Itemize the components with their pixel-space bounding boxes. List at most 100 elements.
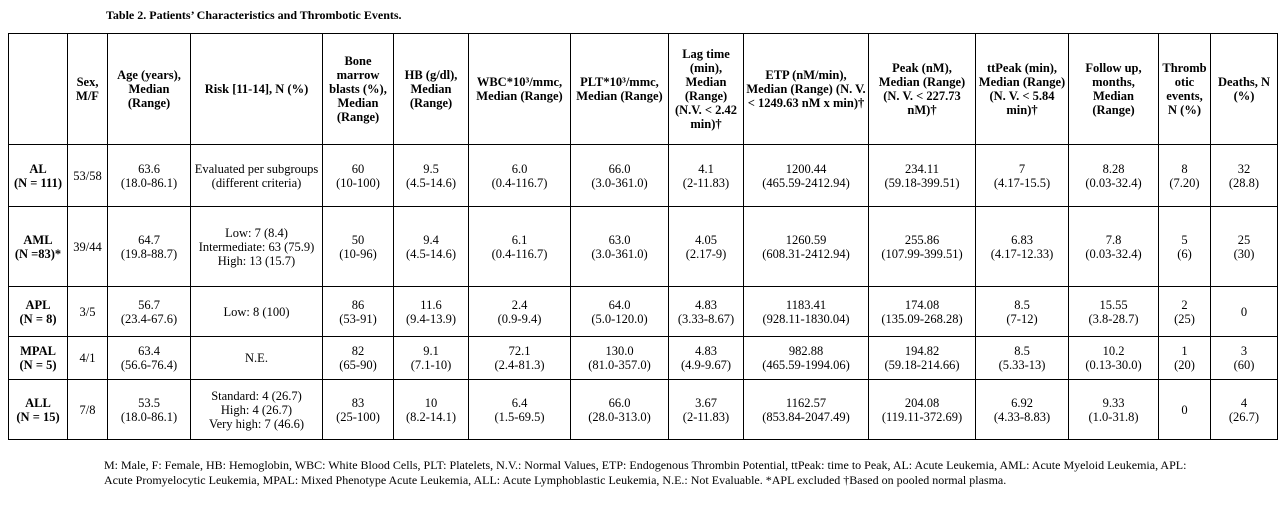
table-cell: 25 (30): [1210, 206, 1278, 287]
table-cell: 1183.41 (928.11-1830.04): [743, 286, 869, 337]
header-cell: Sex, M/F: [67, 33, 108, 145]
table-cell: 86 (53-91): [322, 286, 394, 337]
header-cell: Peak (nM), Median (Range) (N. V. < 227.7…: [868, 33, 976, 145]
table-cell: 234.11 (59.18-399.51): [868, 144, 976, 207]
table-cell: 83 (25-100): [322, 379, 394, 440]
table-cell: 9.33 (1.0-31.8): [1068, 379, 1159, 440]
table-cell: 63.0 (3.0-361.0): [570, 206, 669, 287]
header-cell: ttPeak (min), Median (Range) (N. V. < 5.…: [975, 33, 1069, 145]
table-cell: 66.0 (28.0-313.0): [570, 379, 669, 440]
table-cell: Evaluated per subgroups (different crite…: [190, 144, 323, 207]
table-cell: 1 (20): [1158, 336, 1211, 380]
table-cell: 4.83 (3.33-8.67): [668, 286, 744, 337]
header-cell: Deaths, N (%): [1210, 33, 1278, 145]
table-row: ALL (N = 15) 7/8 53.5 (18.0-86.1) Standard:…: [8, 379, 1278, 440]
table-cell: 4/1: [67, 336, 108, 380]
header-cell: Bone marrow blasts (%), Median (Range): [322, 33, 394, 145]
table-cell: 130.0 (81.0-357.0): [570, 336, 669, 380]
table-cell: 53/58: [67, 144, 108, 207]
table-cell: 15.55 (3.8-28.7): [1068, 286, 1159, 337]
table-cell: 8.28 (0.03-32.4): [1068, 144, 1159, 207]
table-cell: 7.8 (0.03-32.4): [1068, 206, 1159, 287]
row-label: ALL (N = 15): [8, 379, 68, 440]
table-cell: 3.67 (2-11.83): [668, 379, 744, 440]
table-title: Table 2. Patients’ Characteristics and T…: [106, 8, 402, 22]
table-cell: 194.82 (59.18-214.66): [868, 336, 976, 380]
table-cell: 11.6 (9.4-13.9): [393, 286, 469, 337]
table-cell: 9.1 (7.1-10): [393, 336, 469, 380]
row-label: AL (N = 111): [8, 144, 68, 207]
table-cell: 60 (10-100): [322, 144, 394, 207]
header-cell: HB (g/dl), Median (Range): [393, 33, 469, 145]
table-cell: 1260.59 (608.31-2412.94): [743, 206, 869, 287]
header-cell: Age (years), Median (Range): [107, 33, 191, 145]
row-label: MPAL (N = 5): [8, 336, 68, 380]
table-cell: 5 (6): [1158, 206, 1211, 287]
table-cell: 4.83 (4.9-9.67): [668, 336, 744, 380]
table-cell: 7 (4.17-15.5): [975, 144, 1069, 207]
header-cell: PLT*10³/mmc, Median (Range): [570, 33, 669, 145]
table-cell: 9.5 (4.5-14.6): [393, 144, 469, 207]
table-cell: 10 (8.2-14.1): [393, 379, 469, 440]
table-cell: 4.1 (2-11.83): [668, 144, 744, 207]
table-cell: 204.08 (119.11-372.69): [868, 379, 976, 440]
table-cell: 174.08 (135.09-268.28): [868, 286, 976, 337]
table-cell: 50 (10-96): [322, 206, 394, 287]
table-cell: 982.88 (465.59-1994.06): [743, 336, 869, 380]
table-cell: 4 (26.7): [1210, 379, 1278, 440]
header-cell: Follow up, months, Median (Range): [1068, 33, 1159, 145]
table-cell: 3/5: [67, 286, 108, 337]
table-cell: 6.4 (1.5-69.5): [468, 379, 571, 440]
table-cell: 8 (7.20): [1158, 144, 1211, 207]
header-row: Sex, M/F Age (years), Median (Range) Risk …: [8, 33, 1278, 145]
row-label: APL (N = 8): [8, 286, 68, 337]
table-cell: 6.92 (4.33-8.83): [975, 379, 1069, 440]
footnote: M: Male, F: Female, HB: Hemoglobin, WBC:…: [104, 458, 1187, 487]
table-cell: 255.86 (107.99-399.51): [868, 206, 976, 287]
table-cell: 10.2 (0.13-30.0): [1068, 336, 1159, 380]
table-cell: 7/8: [67, 379, 108, 440]
table-cell: 39/44: [67, 206, 108, 287]
table-cell: 32 (28.8): [1210, 144, 1278, 207]
table-cell: 63.4 (56.6-76.4): [107, 336, 191, 380]
table-cell: Low: 8 (100): [190, 286, 323, 337]
table-cell: 6.83 (4.17-12.33): [975, 206, 1069, 287]
table-cell: 2 (25): [1158, 286, 1211, 337]
header-cell: WBC*10³/mmc, Median (Range): [468, 33, 571, 145]
table-cell: 66.0 (3.0-361.0): [570, 144, 669, 207]
table-cell: Low: 7 (8.4) Intermediate: 63 (75.9) Hig…: [190, 206, 323, 287]
table-cell: 0: [1210, 286, 1278, 337]
table-cell: 64.0 (5.0-120.0): [570, 286, 669, 337]
table-cell: 53.5 (18.0-86.1): [107, 379, 191, 440]
table-row: APL (N = 8) 3/5 56.7 (23.4-67.6) Low: 8 (10…: [8, 286, 1278, 337]
header-cell: [8, 33, 68, 145]
table-cell: 1162.57 (853.84-2047.49): [743, 379, 869, 440]
table-body: AL (N = 111) 53/58 63.6 (18.0-86.1) Evaluat…: [8, 144, 1278, 440]
table-cell: 3 (60): [1210, 336, 1278, 380]
table-row: MPAL (N = 5) 4/1 63.4 (56.6-76.4) N.E. 82 (6…: [8, 336, 1278, 380]
table-cell: 8.5 (7-12): [975, 286, 1069, 337]
table-cell: 63.6 (18.0-86.1): [107, 144, 191, 207]
table-cell: 9.4 (4.5-14.6): [393, 206, 469, 287]
table-cell: 8.5 (5.33-13): [975, 336, 1069, 380]
table-cell: 64.7 (19.8-88.7): [107, 206, 191, 287]
header-cell: ETP (nM/min), Median (Range) (N. V. < 12…: [743, 33, 869, 145]
table-row: AML (N =83)* 39/44 64.7 (19.8-88.7) Low: 7 …: [8, 206, 1278, 287]
table-cell: 82 (65-90): [322, 336, 394, 380]
table-cell: 72.1 (2.4-81.3): [468, 336, 571, 380]
table-cell: 56.7 (23.4-67.6): [107, 286, 191, 337]
table-cell: 1200.44 (465.59-2412.94): [743, 144, 869, 207]
header-cell: Lag time (min), Median (Range) (N.V. < 2…: [668, 33, 744, 145]
table-cell: Standard: 4 (26.7) High: 4 (26.7) Very h…: [190, 379, 323, 440]
header-cell: Thrombotic events, N (%): [1158, 33, 1211, 145]
table-cell: 6.0 (0.4-116.7): [468, 144, 571, 207]
row-label: AML (N =83)*: [8, 206, 68, 287]
table-cell: 6.1 (0.4-116.7): [468, 206, 571, 287]
table-cell: N.E.: [190, 336, 323, 380]
table-cell: 0: [1158, 379, 1211, 440]
header-cell: Risk [11-14], N (%): [190, 33, 323, 145]
table-cell: 4.05 (2.17-9): [668, 206, 744, 287]
data-table: Sex, M/F Age (years), Median (Range) Risk …: [8, 33, 1278, 440]
table-cell: 2.4 (0.9-9.4): [468, 286, 571, 337]
